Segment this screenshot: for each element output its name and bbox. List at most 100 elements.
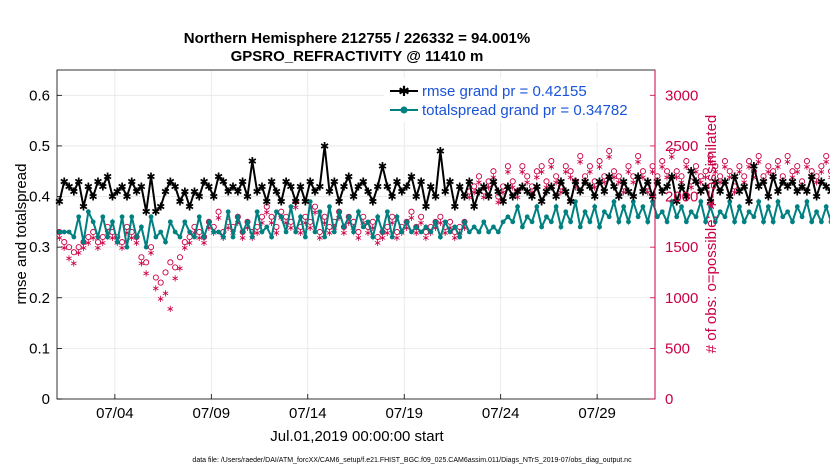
totalspread-point [669, 199, 675, 205]
totalspread-point [298, 214, 303, 220]
obs-assimilated-point: ∗ [663, 172, 671, 183]
rmse-point: ✱ [359, 176, 368, 188]
obs-assimilated-point: ∗ [658, 162, 666, 173]
footer-data-file: data file: /Users/raeder/DAI/ATM_forcXX/… [192, 457, 632, 464]
obs-assimilated-point: ∗ [200, 238, 208, 249]
rmse-point: ✱ [117, 181, 126, 193]
rmse-point: ✱ [397, 186, 406, 198]
obs-assimilated-point: ∗ [745, 162, 753, 173]
obs-assimilated-point: ∗ [812, 177, 820, 188]
obs-possible-point [66, 244, 73, 251]
rmse-point: ✱ [638, 186, 647, 198]
obs-possible-point [268, 213, 275, 220]
obs-possible-point [794, 163, 801, 170]
obs-possible-point [562, 163, 569, 170]
rmse-point: ✱ [508, 192, 517, 204]
obs-assimilated-series: ∗∗∗∗∗∗∗∗∗∗∗∗∗∗∗∗∗∗∗∗∗∗∗∗∗∗∗∗∗∗∗∗∗∗∗∗∗ ∗∗∗… [55, 152, 830, 315]
rmse-point: ✱ [195, 192, 204, 204]
rmse-point: ✱ [817, 176, 826, 188]
totalspread-point [138, 224, 144, 230]
totalspread-point [708, 204, 713, 210]
totalspread-point [288, 204, 294, 210]
rmse-point: ✱ [84, 181, 93, 193]
totalspread-point [307, 199, 313, 205]
rmse-point: ✱ [349, 192, 358, 204]
totalspread-point [698, 199, 704, 205]
obs-assimilated-point: ∗ [610, 172, 618, 183]
totalspread-point [119, 214, 125, 220]
totalspread-point [534, 204, 540, 210]
obs-possible-point [475, 173, 483, 180]
obs-possible-point [601, 173, 608, 180]
grid-lines [57, 70, 655, 399]
rmse-point: ✱ [566, 197, 575, 209]
totalspread-point [182, 219, 188, 225]
obs-possible-point [673, 168, 680, 175]
left-tick-label: 0.2 [29, 290, 50, 307]
totalspread-point [770, 219, 776, 225]
totalspread-point [351, 229, 356, 235]
obs-possible-point [75, 244, 82, 251]
legend-rmse-label: rmse grand pr = 0.42155 [422, 83, 587, 100]
rmse-point: ✱ [64, 181, 73, 193]
rmse-point: ✱ [677, 181, 686, 193]
totalspread-point [611, 199, 617, 205]
totalspread-point [452, 224, 458, 230]
obs-assimilated-point: ∗ [562, 167, 570, 178]
obs-possible-point [538, 163, 545, 170]
rmse-point: ✱ [691, 176, 700, 188]
totalspread-point [148, 214, 154, 220]
obs-assimilated-point: ∗ [205, 223, 213, 234]
totalspread-point [124, 244, 130, 250]
rmse-point: ✱ [180, 186, 189, 198]
totalspread-point [553, 204, 559, 210]
obs-assimilated-point: ∗ [55, 233, 63, 244]
left-axis-label: rmse and totalspread [13, 164, 30, 305]
rmse-point: ✱ [156, 202, 165, 214]
chart-title: Northern Hemisphere 212755 / 226332 = 94… [184, 30, 530, 47]
totalspread-point [293, 229, 299, 235]
obs-assimilated-point: ∗ [441, 228, 449, 239]
obs-assimilated-point: ∗ [369, 223, 377, 234]
obs-possible-point [143, 259, 150, 266]
obs-assimilated-point: ∗ [591, 182, 599, 193]
totalspread-point [804, 199, 810, 205]
rmse-point: ✱ [576, 186, 585, 198]
totalspread-point [558, 224, 564, 230]
totalspread-point [404, 219, 410, 225]
totalspread-point [736, 204, 742, 210]
rmse-point: ✱ [74, 176, 83, 188]
obs-assimilated-point: ∗ [451, 233, 459, 244]
rmse-point: ✱ [624, 186, 633, 198]
rmse-point: ✱ [296, 181, 305, 193]
rmse-point: ✱ [363, 186, 372, 198]
rmse-point: ✱ [648, 192, 657, 204]
rmse-point: ✱ [151, 207, 160, 219]
rmse-point: ✱ [93, 176, 102, 188]
totalspread-point [491, 224, 496, 230]
obs-possible-point [408, 208, 415, 215]
obs-assimilated-point: ∗ [697, 177, 705, 188]
obs-assimilated-point: ∗ [595, 162, 603, 173]
obs-assimilated-point: ∗ [335, 213, 343, 224]
obs-assimilated-point: ∗ [571, 182, 579, 193]
x-tick-label: 07/24 [482, 405, 520, 422]
obs-possible-point [311, 203, 319, 210]
right-tick-label: 500 [665, 340, 690, 357]
obs-possible-point [712, 163, 719, 170]
totalspread-point [679, 204, 684, 210]
totalspread-point [206, 219, 212, 225]
rmse-point: ✱ [277, 197, 286, 209]
obs-assimilated-point: ∗ [181, 243, 189, 254]
totalspread-point [495, 229, 501, 235]
obs-assimilated-point: ∗ [402, 223, 410, 234]
obs-assimilated-point: ∗ [345, 218, 353, 229]
obs-assimilated-point: ∗ [566, 172, 574, 183]
totalspread-point [500, 219, 506, 225]
obs-assimilated-point: ∗ [687, 182, 695, 193]
obs-assimilated-point: ∗ [359, 218, 367, 229]
totalspread-point [129, 214, 135, 220]
rmse-point: ✱ [339, 181, 348, 193]
rmse-series: ✱✱✱✱✱✱✱✱✱✱✱✱✱✱✱✱✱✱✱✱✱✱✱✱✱✱✱✱✱✱✱✱✱✱✱✱✱✱✱✱… [55, 141, 830, 219]
rmse-point: ✱ [436, 146, 445, 158]
